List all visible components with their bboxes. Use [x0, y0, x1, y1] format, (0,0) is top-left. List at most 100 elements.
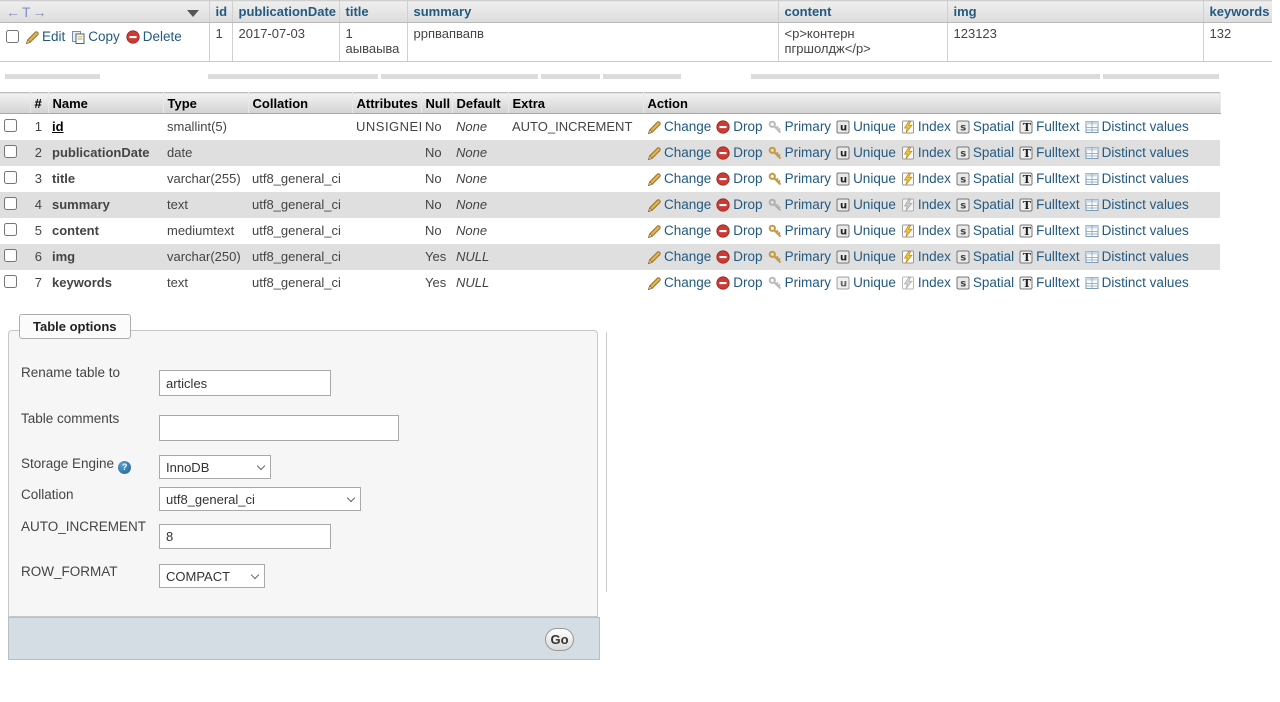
- index-action[interactable]: Index: [901, 249, 951, 264]
- cell-img: 123123: [946, 22, 1203, 62]
- unique-action[interactable]: Unique: [836, 119, 896, 134]
- primary-action[interactable]: Primary: [768, 145, 831, 160]
- index-icon: [901, 146, 915, 160]
- unique-action[interactable]: Unique: [836, 249, 896, 264]
- pencil-icon: [25, 30, 39, 44]
- col-header-img[interactable]: img: [946, 0, 1203, 23]
- help-icon[interactable]: ?: [118, 460, 132, 474]
- row-checkbox[interactable]: [4, 196, 17, 210]
- spatial-action[interactable]: Spatial: [956, 145, 1014, 160]
- fulltext-action[interactable]: Fulltext: [1019, 119, 1080, 134]
- pencil-icon: [647, 250, 661, 264]
- index-action[interactable]: Index: [901, 223, 951, 238]
- caret-down-icon[interactable]: [186, 10, 199, 17]
- distinct-values-action[interactable]: Distinct values: [1085, 223, 1189, 238]
- spatial-icon: [956, 120, 970, 134]
- col-header-summary[interactable]: summary: [406, 0, 778, 23]
- nav-header-cell: ←T→: [0, 0, 209, 23]
- swap-direction-icon[interactable]: ←T→: [6, 3, 49, 20]
- distinct-values-action[interactable]: Distinct values: [1085, 197, 1189, 212]
- delete-link[interactable]: Delete: [126, 29, 182, 44]
- col-header-keywords[interactable]: keywords: [1202, 0, 1272, 23]
- index-action[interactable]: Index: [901, 119, 951, 134]
- change-action[interactable]: Change: [647, 145, 711, 160]
- unique-action[interactable]: Unique: [836, 275, 896, 290]
- auto-increment-input[interactable]: [159, 524, 331, 549]
- col-header-publicationDate[interactable]: publicationDate: [231, 0, 339, 23]
- drop-action[interactable]: Drop: [716, 249, 763, 264]
- row-checkbox[interactable]: [4, 170, 17, 184]
- col-header-content[interactable]: content: [777, 0, 947, 23]
- row-checkbox[interactable]: [4, 274, 17, 288]
- drop-action[interactable]: Drop: [716, 119, 763, 134]
- pencil-icon: [647, 198, 661, 212]
- fulltext-action[interactable]: Fulltext: [1019, 145, 1080, 160]
- drop-action[interactable]: Drop: [716, 275, 763, 290]
- table-comments-input[interactable]: [159, 415, 399, 441]
- fulltext-action[interactable]: Fulltext: [1019, 275, 1080, 290]
- go-button[interactable]: Go: [545, 628, 574, 651]
- browse-results-table: ←T→ id publicationDate title summary con…: [0, 0, 1272, 62]
- column-name-link[interactable]: id: [52, 119, 64, 135]
- collation-select[interactable]: utf8_general_ci: [159, 487, 361, 511]
- spatial-action[interactable]: Spatial: [956, 171, 1014, 186]
- rename-table-label: Rename table to: [21, 365, 121, 380]
- drop-icon: [716, 171, 730, 186]
- edit-link[interactable]: Edit: [25, 29, 65, 44]
- unique-action[interactable]: Unique: [836, 223, 896, 238]
- spatial-action[interactable]: Spatial: [956, 223, 1014, 238]
- unique-action[interactable]: Unique: [836, 197, 896, 212]
- fulltext-action[interactable]: Fulltext: [1019, 249, 1080, 264]
- unique-action[interactable]: Unique: [836, 171, 896, 186]
- fulltext-action[interactable]: Fulltext: [1019, 171, 1080, 186]
- spatial-action[interactable]: Spatial: [956, 119, 1014, 134]
- primary-action[interactable]: Primary: [768, 119, 831, 134]
- rename-table-input[interactable]: [159, 370, 331, 396]
- fulltext-action[interactable]: Fulltext: [1019, 223, 1080, 238]
- change-action[interactable]: Change: [647, 119, 711, 134]
- pencil-icon: [647, 172, 661, 186]
- row-checkbox[interactable]: [4, 222, 17, 236]
- primary-action[interactable]: Primary: [768, 249, 831, 264]
- index-action[interactable]: Index: [901, 275, 951, 290]
- primary-action[interactable]: Primary: [768, 171, 831, 186]
- drop-action[interactable]: Drop: [716, 197, 763, 212]
- row-checkbox[interactable]: [6, 30, 19, 43]
- change-action[interactable]: Change: [647, 249, 711, 264]
- change-action[interactable]: Change: [647, 171, 711, 186]
- col-header-id[interactable]: id: [208, 0, 232, 23]
- row-format-select[interactable]: COMPACT: [159, 564, 265, 588]
- row-checkbox[interactable]: [4, 144, 17, 158]
- index-action[interactable]: Index: [901, 171, 951, 186]
- fulltext-icon: [1019, 249, 1033, 264]
- col-header-title[interactable]: title: [338, 0, 407, 23]
- drop-action[interactable]: Drop: [716, 145, 763, 160]
- spatial-action[interactable]: Spatial: [956, 275, 1014, 290]
- change-action[interactable]: Change: [647, 275, 711, 290]
- copy-link[interactable]: Copy: [71, 29, 120, 44]
- change-action[interactable]: Change: [647, 223, 711, 238]
- spatial-action[interactable]: Spatial: [956, 197, 1014, 212]
- fulltext-action[interactable]: Fulltext: [1019, 197, 1080, 212]
- distinct-values-action[interactable]: Distinct values: [1085, 119, 1189, 134]
- row-checkbox[interactable]: [4, 248, 17, 262]
- distinct-values-action[interactable]: Distinct values: [1085, 249, 1189, 264]
- drop-action[interactable]: Drop: [716, 171, 763, 186]
- storage-engine-select[interactable]: InnoDB: [159, 455, 271, 479]
- primary-action[interactable]: Primary: [768, 275, 831, 290]
- unique-icon: [836, 276, 850, 290]
- distinct-values-action[interactable]: Distinct values: [1085, 275, 1189, 290]
- index-action[interactable]: Index: [901, 197, 951, 212]
- primary-action[interactable]: Primary: [768, 223, 831, 238]
- index-action[interactable]: Index: [901, 145, 951, 160]
- distinct-values-action[interactable]: Distinct values: [1085, 145, 1189, 160]
- unique-action[interactable]: Unique: [836, 145, 896, 160]
- drop-action[interactable]: Drop: [716, 223, 763, 238]
- distinct-values-action[interactable]: Distinct values: [1085, 171, 1189, 186]
- key-icon: [768, 224, 782, 238]
- distinct-values-icon: [1085, 172, 1099, 186]
- spatial-action[interactable]: Spatial: [956, 249, 1014, 264]
- primary-action[interactable]: Primary: [768, 197, 831, 212]
- change-action[interactable]: Change: [647, 197, 711, 212]
- row-checkbox[interactable]: [4, 118, 17, 132]
